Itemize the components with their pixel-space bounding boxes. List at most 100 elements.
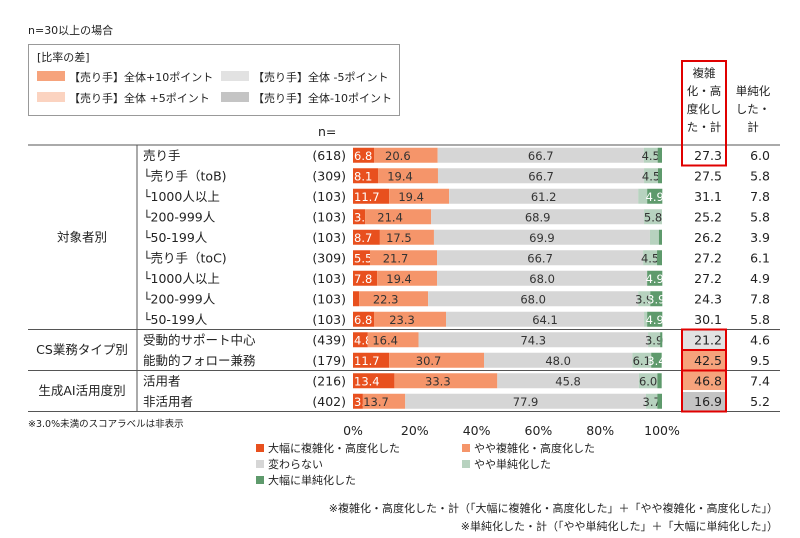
data-label: 3.9 bbox=[645, 333, 663, 347]
simple-total-value: 4.9 bbox=[750, 271, 770, 286]
data-label: 69.9 bbox=[529, 231, 555, 245]
bar-segment bbox=[644, 209, 662, 225]
complex-total-value: 27.3 bbox=[694, 148, 722, 163]
bar-segment bbox=[638, 188, 648, 204]
bar-segment bbox=[353, 147, 375, 163]
row-n: (103) bbox=[312, 189, 346, 204]
data-label: 6.8 bbox=[354, 313, 372, 327]
bar-segment bbox=[353, 209, 366, 225]
bar-segment bbox=[446, 311, 645, 327]
data-label: 4.9 bbox=[646, 313, 664, 327]
x-tick-label: 80% bbox=[586, 423, 614, 438]
data-label: 74.3 bbox=[520, 333, 546, 347]
legend-swatch bbox=[256, 476, 264, 484]
data-label: 3.9 bbox=[647, 292, 665, 306]
red-highlight-box bbox=[681, 60, 727, 167]
simple-total-value: 3.9 bbox=[750, 230, 770, 245]
red-highlight-box bbox=[681, 369, 727, 413]
data-label: 66.7 bbox=[527, 251, 553, 265]
group-label: 生成AI活用度別 bbox=[38, 383, 125, 398]
x-tick-label: 60% bbox=[525, 423, 553, 438]
data-label: 61.2 bbox=[531, 190, 557, 204]
row-n: (439) bbox=[312, 332, 346, 347]
complex-total-header: 複雑 化・高 度化し た・計 bbox=[682, 64, 726, 136]
bar-segment bbox=[437, 250, 644, 266]
row-n: (103) bbox=[312, 291, 346, 306]
bar-segment bbox=[643, 250, 658, 266]
data-label: 3.9 bbox=[635, 292, 653, 306]
bar-segment bbox=[649, 229, 659, 245]
bar-segment bbox=[437, 270, 648, 286]
row-label: └200-999人 bbox=[143, 291, 216, 306]
bar-segment bbox=[353, 229, 380, 245]
complex-total-value: 26.2 bbox=[694, 230, 722, 245]
legend-label: 変わらない bbox=[268, 457, 323, 471]
bar-segment bbox=[484, 352, 633, 368]
data-label: 66.7 bbox=[528, 149, 554, 163]
bar-segment bbox=[367, 332, 419, 348]
data-label: 5.8 bbox=[644, 210, 662, 224]
data-label: 45.8 bbox=[555, 374, 581, 388]
complex-total-value: 31.1 bbox=[694, 189, 722, 204]
data-label: 19.4 bbox=[386, 272, 412, 286]
complex-total-value: 16.9 bbox=[694, 394, 722, 409]
bar-segment bbox=[353, 270, 378, 286]
complex-total-value: 25.2 bbox=[694, 209, 722, 224]
difference-legend-title: [比率の差] bbox=[37, 51, 90, 64]
bar-segment bbox=[353, 332, 368, 348]
bar-segment bbox=[353, 250, 370, 266]
data-label: 4.8 bbox=[354, 333, 372, 347]
bar-segment bbox=[657, 373, 662, 389]
row-n: (216) bbox=[312, 373, 346, 388]
simple-header-line: した・ bbox=[735, 102, 771, 116]
data-label: 4.9 bbox=[646, 272, 664, 286]
simple-total-value: 5.8 bbox=[750, 168, 770, 183]
row-n: (618) bbox=[312, 148, 346, 163]
complex-total-value: 27.5 bbox=[694, 168, 722, 183]
bar-segment bbox=[379, 229, 434, 245]
data-label: 22.3 bbox=[373, 292, 399, 306]
row-label: 能動的フォロー兼務 bbox=[143, 353, 256, 368]
row-label: 活用者 bbox=[143, 373, 181, 388]
data-label: 19.4 bbox=[398, 190, 424, 204]
data-label: 13.7 bbox=[363, 395, 389, 409]
highlight-cell bbox=[682, 330, 726, 349]
n-header: n= bbox=[318, 124, 337, 139]
bar-segment bbox=[378, 168, 438, 184]
data-label: 66.7 bbox=[528, 169, 554, 183]
data-label: 68.0 bbox=[520, 292, 546, 306]
bar-segment bbox=[644, 311, 648, 327]
bar-segment bbox=[369, 250, 438, 266]
row-n: (402) bbox=[312, 394, 346, 409]
bar-segment bbox=[359, 291, 429, 307]
data-label: 13.4 bbox=[354, 374, 380, 388]
legend-label: 大幅に複雑化・高度化した bbox=[268, 441, 400, 455]
data-label: 33.3 bbox=[425, 374, 451, 388]
row-label: └200-999人 bbox=[143, 209, 216, 224]
bar-segment bbox=[657, 147, 662, 163]
data-label: 19.4 bbox=[387, 169, 413, 183]
data-label: 48.0 bbox=[545, 354, 571, 368]
legend-label: やや単純化した bbox=[474, 457, 551, 471]
row-label: 受動的サポート中心 bbox=[143, 332, 256, 347]
highlight-cell bbox=[682, 392, 726, 411]
data-label: 64.1 bbox=[532, 313, 558, 327]
data-label: 3.7 bbox=[643, 395, 661, 409]
row-label: 非活用者 bbox=[143, 394, 193, 409]
legend-swatch-minus10 bbox=[221, 92, 249, 102]
simple-header-line: 計 bbox=[747, 120, 759, 134]
bar-segment bbox=[353, 352, 390, 368]
simple-total-value: 5.8 bbox=[750, 312, 770, 327]
highlight-cell bbox=[682, 351, 726, 370]
data-label: 4.5 bbox=[642, 149, 660, 163]
data-label: 68.0 bbox=[529, 272, 555, 286]
data-label: 4.5 bbox=[641, 251, 659, 265]
complex-total-value: 27.2 bbox=[694, 250, 722, 265]
complex-total-value: 30.1 bbox=[694, 312, 722, 327]
bar-segment bbox=[374, 147, 438, 163]
bar-segment bbox=[645, 393, 658, 409]
legend-swatch bbox=[256, 444, 264, 452]
data-label: 6.1 bbox=[633, 354, 651, 368]
data-label: 21.4 bbox=[377, 210, 403, 224]
data-label: 8.7 bbox=[354, 231, 372, 245]
